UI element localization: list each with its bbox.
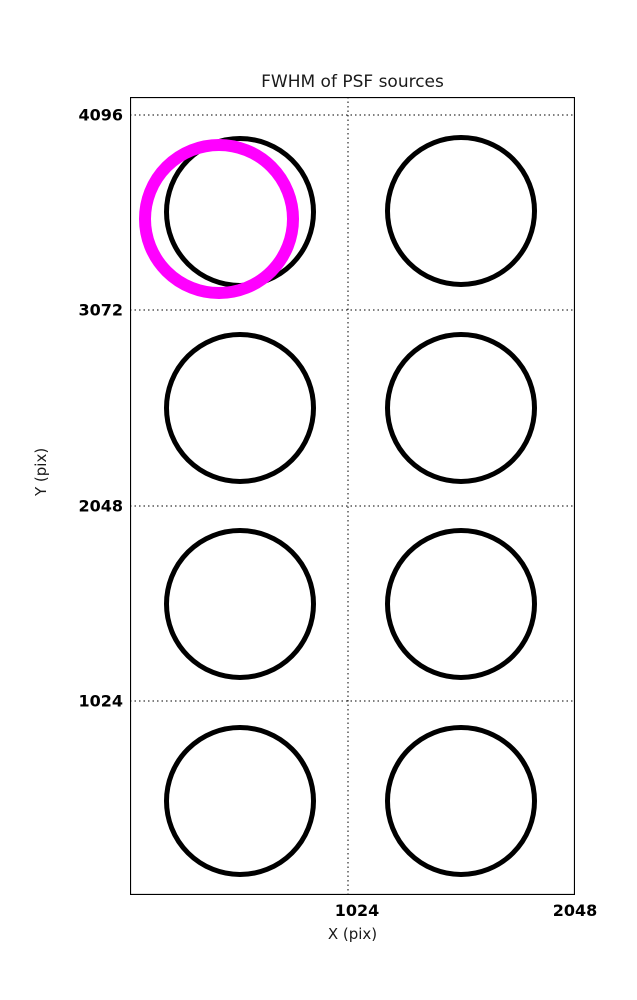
page-title: FWHM of PSF sources xyxy=(261,72,444,92)
y-tick-label-3072: 3072 xyxy=(78,300,123,320)
psf-source-marker xyxy=(385,725,537,877)
y-axis-tick-labels: 4096 3072 2048 1024 xyxy=(0,0,123,1000)
axes-frame xyxy=(130,97,575,895)
plot-area xyxy=(130,97,575,895)
psf-source-marker xyxy=(164,332,316,484)
psf-source-marker xyxy=(164,725,316,877)
psf-source-marker xyxy=(164,528,316,680)
highlighted-psf-source-marker xyxy=(139,139,299,299)
psf-source-marker xyxy=(385,528,537,680)
plot-background xyxy=(130,97,575,895)
data-markers xyxy=(139,135,537,877)
y-tick-label-4096: 4096 xyxy=(78,105,123,125)
y-tick-label-1024: 1024 xyxy=(78,691,123,711)
y-tick-label-2048: 2048 xyxy=(78,496,123,516)
x-axis-tick-labels: 1024 2048 xyxy=(0,901,637,931)
y-axis-label: Y (pix) xyxy=(32,447,50,496)
x-tick-label-1024: 1024 xyxy=(334,901,380,920)
psf-source-marker xyxy=(385,332,537,484)
plot-svg xyxy=(130,97,575,895)
x-tick-label-2048: 2048 xyxy=(552,901,598,920)
x-axis-label: X (pix) xyxy=(327,925,378,943)
psf-source-marker xyxy=(385,135,537,287)
